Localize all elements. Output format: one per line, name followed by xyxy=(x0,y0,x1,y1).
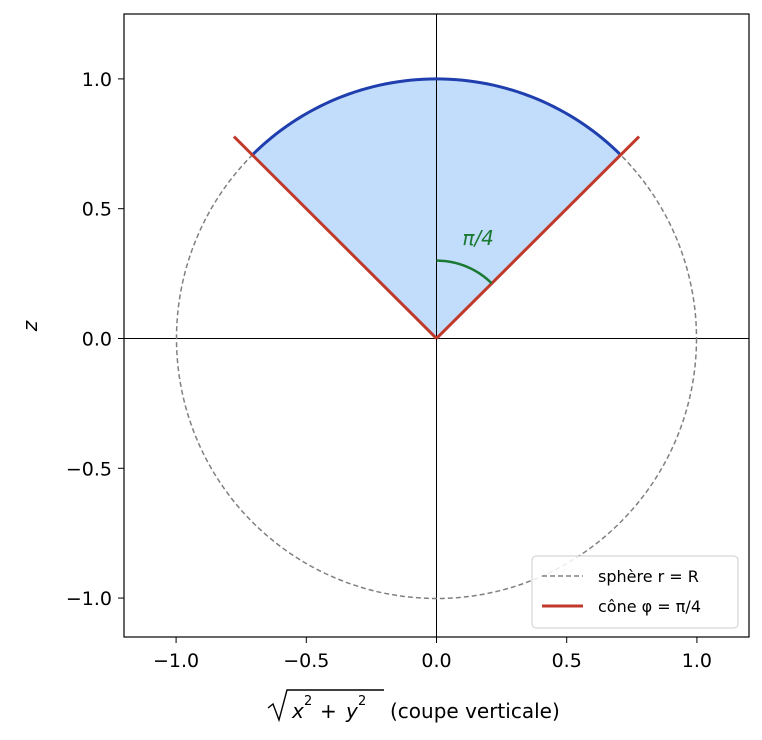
y-tick-label: 1.0 xyxy=(82,69,112,91)
svg-text:2: 2 xyxy=(304,694,312,709)
angle-annotation: π/4 xyxy=(462,226,494,250)
y-tick-label: −1.0 xyxy=(66,588,112,610)
cone-line-right xyxy=(435,135,641,340)
legend-sphere-label: sphère r = R xyxy=(598,567,699,586)
y-axis-label: z xyxy=(18,320,42,332)
y-tick-label: 0.0 xyxy=(82,328,112,350)
x-axis-label-suffix: (coupe verticale) xyxy=(390,699,560,723)
svg-text:2: 2 xyxy=(358,694,366,709)
x-axis-ticks: −1.0 −0.5 0.0 0.5 1.0 xyxy=(153,637,712,672)
svg-text:x: x xyxy=(291,699,304,723)
spherical-cap-arc xyxy=(251,77,622,157)
angle-arc xyxy=(436,259,493,285)
legend: sphère r = R cône φ = π/4 xyxy=(531,555,739,629)
y-axis-ticks: −1.0 −0.5 0.0 0.5 1.0 xyxy=(66,69,124,610)
x-tick-label: −1.0 xyxy=(153,650,199,672)
y-tick-label: −0.5 xyxy=(66,458,112,480)
x-axis-label: x 2 + y 2 (coupe verticale) xyxy=(267,689,560,723)
svg-text:+: + xyxy=(320,699,337,723)
x-tick-label: 0.0 xyxy=(421,650,451,672)
x-tick-label: 0.5 xyxy=(552,650,582,672)
y-tick-label: 0.5 xyxy=(82,199,112,221)
legend-cone-label: cône φ = π/4 xyxy=(598,597,701,616)
svg-text:y: y xyxy=(345,699,359,723)
cone-line-left xyxy=(232,135,438,340)
x-tick-label: 1.0 xyxy=(682,650,712,672)
legend-box xyxy=(531,555,739,629)
x-tick-label: −0.5 xyxy=(283,650,329,672)
